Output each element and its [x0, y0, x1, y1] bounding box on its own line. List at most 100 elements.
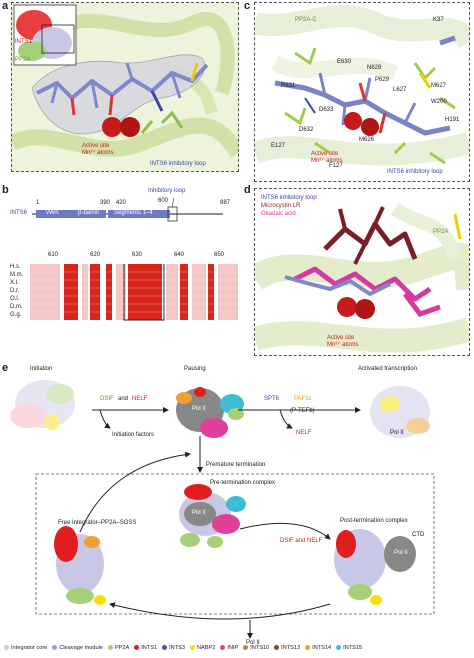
- panel-e: Initiation Pausing Activated transcripti…: [0, 364, 474, 653]
- legend-label: INTS13: [281, 644, 301, 651]
- panel-e-schematic: [10, 380, 435, 639]
- residue-m627: M627: [431, 83, 447, 89]
- ints6-label: INTS6: [10, 210, 28, 216]
- legend-label: Integrator core: [11, 644, 48, 651]
- panel-d-structure: [255, 203, 469, 353]
- ints6-domain-diagram: [32, 197, 223, 222]
- residue-k37: K37: [433, 17, 444, 23]
- tick-610: 610: [48, 252, 59, 258]
- legend-microcystin: Microcystin LR: [261, 203, 301, 209]
- pos-390: 390: [100, 200, 111, 206]
- initiation-factors-label: Initiation factors: [112, 432, 155, 438]
- stage-activated: Activated transcription: [358, 366, 418, 372]
- panel-a-label: a: [2, 0, 9, 12]
- color-legend: Integrator core Cleavage module PP2A INT…: [4, 642, 474, 653]
- pol2-post: Pol II: [394, 550, 408, 556]
- pretermination-label: Pre-termination complex: [210, 480, 276, 486]
- tick-650: 650: [214, 252, 225, 258]
- pol2-pausing: Pol II: [192, 406, 206, 412]
- residue-d632: D632: [299, 127, 314, 133]
- panel-c-structure: [255, 4, 469, 166]
- legend-swatch: [162, 645, 168, 650]
- stage-initiation: Initiation: [30, 366, 53, 372]
- stage-pausing: Pausing: [184, 366, 206, 372]
- loop-label-a: INTS6 inhibitory loop: [150, 161, 206, 167]
- panel-c: PP2A-C K37 E630 N628 R631 P629 L627 M627…: [254, 2, 470, 182]
- legend-item: INTS14: [305, 645, 331, 651]
- pp2a-label-d: PP2A: [433, 229, 449, 235]
- pos-420: 420: [116, 200, 127, 206]
- paf1c-label: PAF1c: [294, 396, 312, 402]
- legend-label: INIP: [227, 644, 239, 651]
- residue-w200: W200: [431, 99, 447, 105]
- legend-item: NABP2: [189, 644, 216, 651]
- pos-600: 600: [158, 198, 169, 204]
- residue-n628: N628: [367, 65, 382, 71]
- pol2-pretermination: Pol II: [192, 510, 206, 516]
- residue-m626: M626: [359, 137, 375, 143]
- loop-label-c: INTS6 inhibitory loop: [387, 169, 443, 175]
- legend-ints6-loop: INTS6 inhibitory loop: [261, 195, 317, 201]
- pos-887: 887: [220, 200, 231, 206]
- post-termination-label: Post-termination complex: [340, 518, 408, 524]
- residue-e127: E127: [271, 143, 286, 149]
- legend-swatch: [243, 645, 249, 650]
- species-xl: X.l.: [10, 280, 19, 286]
- legend-swatch: [274, 645, 280, 650]
- active-site-label-c: Active site Mn²⁺ atoms: [311, 151, 343, 164]
- panel-a: INTS1 PP2A Active site Mn²⁺ atoms INTS6 …: [11, 2, 239, 172]
- tick-640: 640: [174, 252, 185, 258]
- active-site-label-d: Active site Mn²⁺ atoms: [327, 335, 359, 348]
- dsif-nelf-label: DSIF and NELF: [280, 538, 323, 544]
- legend-label: INTS1: [141, 644, 158, 651]
- panel-b-label: b: [2, 184, 9, 196]
- legend-item: INTS15: [336, 645, 362, 651]
- panel-e-label: e: [2, 362, 9, 374]
- legend-item: INTS10: [243, 645, 269, 651]
- nelf-label: NELF: [132, 396, 148, 402]
- sequence-alignment: [30, 264, 240, 321]
- and-label: and: [118, 396, 129, 402]
- spt6-label: SPT6: [264, 396, 280, 402]
- residue-r631: R631: [281, 83, 296, 89]
- species-mm: M.m.: [10, 272, 24, 278]
- domain-vwa: vWA: [46, 210, 59, 216]
- legend-item: INTS1: [134, 645, 157, 651]
- residue-l627: L627: [393, 87, 407, 93]
- legend-item: INIP: [220, 645, 238, 651]
- residue-f127: F127: [329, 163, 343, 169]
- species-dm: D.m.: [10, 304, 23, 310]
- legend-swatch: [189, 645, 195, 650]
- residue-e630: E630: [337, 59, 352, 65]
- pol2-activated: Pol II: [390, 430, 404, 436]
- premature-termination-label: Premature termination: [206, 462, 266, 468]
- active-site-label-a: Active site Mn²⁺ atoms: [82, 143, 114, 156]
- residue-h191: H191: [445, 117, 460, 123]
- residue-p629: P629: [375, 77, 390, 83]
- species-gg: G.g.: [10, 312, 22, 318]
- panel-d-label: d: [244, 184, 251, 196]
- legend-okadaic: Okadaic acid: [261, 211, 296, 217]
- ptefb-label: (P-TEFb): [290, 408, 315, 414]
- legend-swatch: [52, 645, 58, 650]
- pos-1: 1: [36, 200, 40, 206]
- free-complex-label: Free Integrator–PP2A–SOSS: [58, 520, 137, 526]
- domain-barrel: β-barrel: [78, 210, 99, 216]
- legend-swatch: [107, 645, 113, 650]
- legend-item: INTS3: [162, 645, 185, 651]
- legend-label: INTS14: [312, 644, 332, 651]
- legend-item: PP2A: [107, 644, 130, 651]
- legend-label: INTS10: [250, 644, 270, 651]
- residue-d633: D633: [319, 107, 334, 113]
- legend-label: Cleavage module: [59, 644, 103, 651]
- legend-swatch: [220, 645, 226, 650]
- legend-swatch: [4, 645, 9, 650]
- panel-b: Inhibitory loop 1 390 420 600 887 INTS6 …: [8, 186, 244, 356]
- species-hs: H.s.: [10, 264, 21, 270]
- domain-segments: Segments 1–4: [114, 210, 153, 216]
- inhibitory-loop-label: Inhibitory loop: [148, 188, 186, 194]
- tick-630: 630: [132, 252, 143, 258]
- inset-pp2a-label: PP2A: [15, 57, 31, 63]
- legend-label: NABP2: [196, 644, 216, 651]
- legend-label: PP2A: [114, 644, 130, 651]
